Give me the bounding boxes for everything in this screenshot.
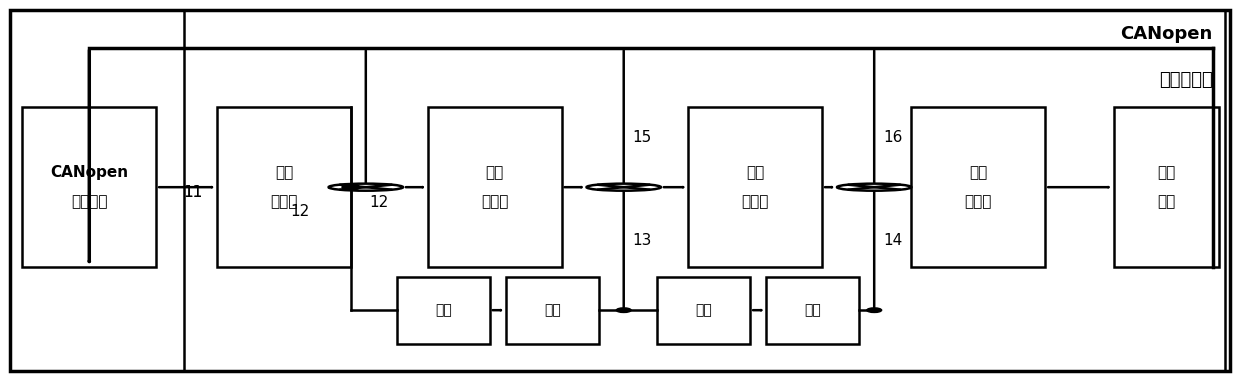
Text: 16: 16	[883, 130, 903, 145]
Text: 位置: 位置	[486, 165, 503, 180]
Bar	[217, 107, 351, 267]
Text: CANopen: CANopen	[1121, 25, 1213, 43]
Text: 调节器: 调节器	[481, 194, 508, 209]
Text: 电机: 电机	[1157, 194, 1176, 209]
Text: 规划器: 规划器	[270, 194, 298, 209]
Text: 轨迹: 轨迹	[275, 165, 293, 180]
Circle shape	[342, 185, 360, 190]
Text: CANopen: CANopen	[50, 165, 129, 180]
Text: 滤波: 滤波	[544, 303, 560, 317]
Text: 11: 11	[184, 185, 203, 201]
Circle shape	[342, 185, 360, 190]
Ellipse shape	[587, 184, 661, 191]
Bar	[1114, 107, 1219, 267]
Text: 主控装置: 主控装置	[71, 194, 108, 209]
Text: 12: 12	[290, 204, 310, 219]
Bar	[657, 277, 750, 344]
Text: 12: 12	[370, 195, 389, 210]
Text: 13: 13	[632, 233, 652, 248]
Ellipse shape	[329, 184, 403, 191]
Text: 滤波: 滤波	[805, 303, 821, 317]
Bar	[506, 277, 599, 344]
Text: 11: 11	[184, 185, 203, 201]
Bar	[184, 10, 1225, 371]
Ellipse shape	[837, 184, 911, 191]
Text: 微分: 微分	[696, 303, 712, 317]
Text: 电流: 电流	[970, 165, 987, 180]
Text: 微分: 微分	[435, 303, 451, 317]
Circle shape	[867, 308, 882, 312]
Text: 14: 14	[883, 233, 903, 248]
Text: 调节器: 调节器	[965, 194, 992, 209]
Bar	[766, 277, 859, 344]
Text: 调节器: 调节器	[742, 194, 769, 209]
Text: 速度: 速度	[746, 165, 764, 180]
Circle shape	[616, 308, 631, 312]
Bar	[688, 107, 822, 267]
Text: 伺服: 伺服	[1157, 165, 1176, 180]
Bar	[22, 107, 156, 267]
Bar	[428, 107, 562, 267]
Bar	[397, 277, 490, 344]
Text: 伺服驱动器: 伺服驱动器	[1159, 71, 1213, 89]
Bar	[911, 107, 1045, 267]
Text: 15: 15	[632, 130, 652, 145]
